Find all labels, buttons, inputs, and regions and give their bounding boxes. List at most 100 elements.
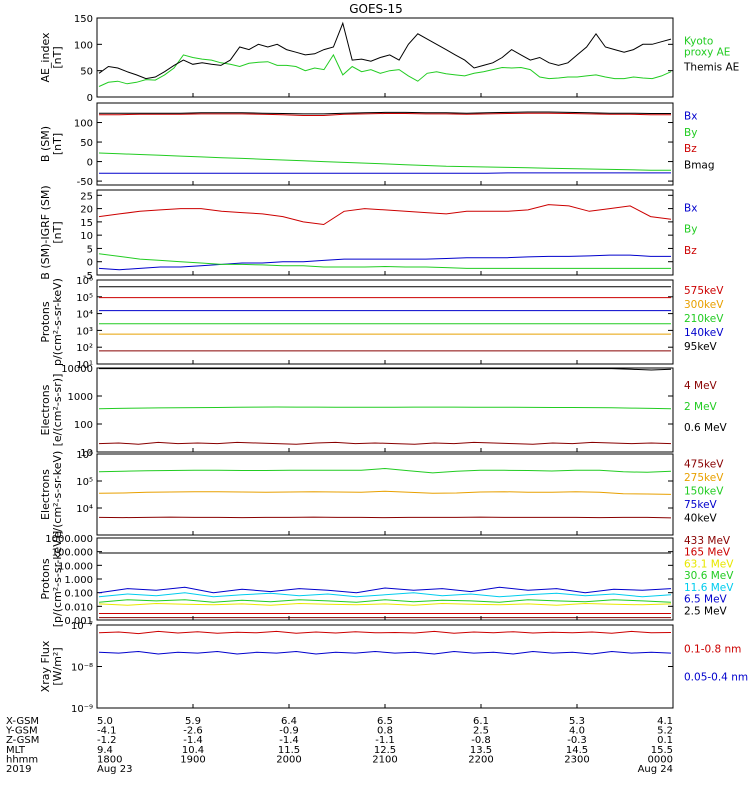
panel-8: 10⁻⁹ 10⁻⁸ 10⁻⁷ Xray Flux [W/m²] 0.1-0.8 nm 0.0… — [39, 621, 748, 715]
x-row-label: Z-GSM — [6, 735, 39, 746]
panel-5: 10 100 1000 10000 Electrons [e/(cm²-s-sr)] 4 M… — [39, 364, 728, 459]
legend-entry: Themis AE — [683, 62, 739, 74]
y-tick-label: 1000.000 — [45, 534, 93, 545]
y-tick-label: 10⁵ — [76, 477, 93, 488]
y-tick-label: 10 — [80, 448, 93, 459]
y-axis-label: [nT] — [51, 133, 64, 155]
y-tick-label: 10³ — [76, 326, 93, 337]
y-tick-label: 20 — [80, 205, 93, 216]
y-tick-label: 0.001 — [64, 616, 93, 627]
y-tick-label: 15 — [80, 218, 93, 229]
x-tick-label: Aug 23 — [97, 764, 132, 775]
legend-entry: 75keV — [684, 499, 718, 511]
legend-entry: 150keV — [684, 486, 724, 498]
x-tick-label: 5.2 — [657, 726, 673, 737]
x-row-label: MLT — [6, 745, 26, 756]
y-axis-label: [nT] — [51, 221, 64, 243]
legend-entry: 433 MeV — [684, 535, 731, 547]
y-tick-label: 25 — [80, 191, 93, 202]
x-tick-label: 15.5 — [651, 745, 673, 756]
y-axis-label: AE_index — [39, 32, 52, 83]
series-line-1 — [98, 516, 672, 519]
legend-entry: 300keV — [684, 299, 724, 311]
x-tick-label: -0.8 — [471, 735, 491, 746]
series-line-3 — [98, 467, 672, 474]
series-line-1 — [98, 53, 672, 87]
x-tick-label: 4.1 — [657, 716, 673, 727]
panel-7: 0.001 0.010 0.100 1.000 10.000 100.000 1000.00… — [39, 531, 734, 628]
y-tick-label: 10² — [76, 343, 93, 354]
y-axis-label: Protons — [39, 301, 52, 342]
x-row-label: Y-GSM — [5, 726, 38, 737]
y-tick-label: 10⁻⁸ — [71, 663, 93, 674]
y-tick-label: 10⁵ — [76, 293, 93, 304]
x-tick-label: 2200 — [468, 754, 493, 765]
y-axis-label: Electrons — [39, 384, 52, 435]
y-tick-label: 1.000 — [64, 575, 93, 586]
y-tick-label: 0 — [87, 158, 93, 169]
x-tick-label: -1.4 — [279, 735, 299, 746]
panel-2: -50 0 50 100 B (SM) [nT] Bx By Bz Bmag — [39, 102, 715, 188]
legend-entry: 210keV — [684, 313, 724, 325]
x-tick-label: 5.9 — [185, 716, 201, 727]
series-line-2 — [98, 650, 672, 655]
x-tick-label: -1.2 — [97, 735, 117, 746]
legend-entry: 275keV — [684, 472, 724, 484]
x-row-label: X-GSM — [6, 716, 39, 727]
legend-entry: 165 MeV — [684, 547, 731, 559]
series-line-4 — [99, 111, 671, 115]
series-line-1 — [98, 441, 672, 445]
x-tick-label: 9.4 — [97, 745, 113, 756]
x-tick-label: -0.3 — [567, 735, 587, 746]
y-tick-label: 10⁴ — [76, 504, 93, 515]
legend-entry: Bz — [684, 245, 697, 257]
x-tick-label: 2.5 — [473, 726, 489, 737]
y-tick-label: 1000 — [68, 392, 93, 403]
legend-entry: 30.6 MeV — [684, 570, 734, 582]
x-tick-label: -4.1 — [97, 726, 117, 737]
series-line-2 — [98, 490, 672, 495]
y-axis-label: B (SM)-IGRF (SM) — [39, 185, 52, 279]
x-tick-label: 5.0 — [97, 716, 113, 727]
x-axis-table: X-GSM 5.0 5.9 6.4 6.5 6.1 5.3 4.1Y-GSM -4.1 -2.6-… — [5, 93, 673, 775]
series-line-2 — [98, 253, 671, 269]
legend-entry: Kyoto — [684, 35, 713, 47]
panel-4: 10¹ 10² 10³ 10⁴ 10⁵ 10⁶ Protons p/(cm²-s-sr-keV… — [39, 276, 724, 371]
legend-entry: 0.1-0.8 nm — [684, 644, 741, 656]
x-tick-label: -2.6 — [183, 726, 203, 737]
y-axis-label: Electrons — [39, 469, 52, 520]
legend-entry: 575keV — [684, 285, 724, 297]
y-tick-label: 100 — [74, 119, 93, 130]
series-line-5 — [98, 592, 672, 598]
legend-entry: Bz — [684, 143, 697, 155]
series-line-3 — [98, 204, 672, 226]
panel-frame — [96, 367, 674, 453]
y-tick-label: 10⁻⁷ — [71, 621, 93, 632]
x-tick-label: 4.0 — [569, 726, 585, 737]
y-tick-label: -5 — [83, 271, 93, 282]
series-line-6 — [98, 586, 672, 594]
y-tick-label: 100.000 — [52, 548, 93, 559]
x-tick-label: 6.5 — [377, 716, 393, 727]
legend-entry: 2.5 MeV — [684, 605, 728, 617]
legend-entry: 140keV — [684, 327, 724, 339]
x-tick-label: 6.4 — [281, 716, 297, 727]
x-row-label: hhmm — [6, 754, 38, 765]
y-tick-label: 10¹ — [76, 360, 93, 371]
y-tick-label: 0.100 — [64, 589, 93, 600]
y-tick-label: 10.000 — [58, 561, 93, 572]
x-tick-label: -0.9 — [279, 726, 299, 737]
y-tick-label: 50 — [80, 138, 93, 149]
legend-entry: 6.5 MeV — [684, 594, 728, 606]
series-line-3 — [98, 602, 672, 606]
x-row-label: 2019 — [6, 764, 31, 775]
y-tick-label: 10 — [80, 231, 93, 242]
y-tick-label: 50 — [80, 67, 93, 78]
x-tick-label: 1900 — [180, 754, 205, 765]
panel-frame — [96, 537, 674, 621]
panel-frame — [96, 453, 674, 536]
y-axis-label: e/(cm²-s-sr-keV) — [51, 451, 64, 539]
y-tick-label: -50 — [77, 177, 93, 188]
series-line-1 — [98, 630, 672, 635]
legend-entry: By — [684, 224, 697, 236]
